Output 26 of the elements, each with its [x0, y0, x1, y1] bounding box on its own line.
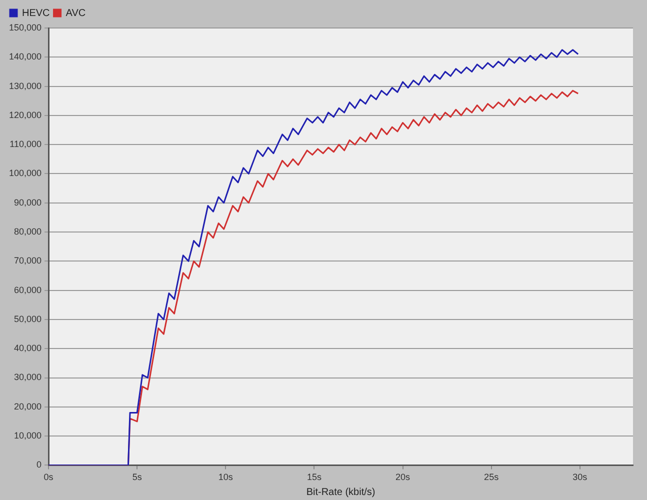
- y-tick-label: 40,000: [14, 343, 42, 354]
- y-tick-label: 10,000: [14, 430, 42, 441]
- x-tick-label: 5s: [132, 472, 142, 482]
- y-tick-label: 120,000: [8, 110, 42, 120]
- y-tick-label: 60,000: [14, 284, 42, 295]
- y-tick-label: 30,000: [14, 372, 42, 382]
- y-tick-label: 100,000: [8, 168, 42, 178]
- legend-label: AVC: [66, 8, 86, 19]
- legend-label: HEVC: [22, 8, 50, 19]
- x-tick-label: 30s: [572, 472, 588, 482]
- y-tick-label: 150,000: [8, 22, 42, 32]
- y-tick-label: 80,000: [14, 226, 42, 237]
- y-tick-label: 0: [36, 460, 42, 470]
- x-tick-label: 10s: [218, 472, 234, 482]
- y-tick-label: 90,000: [14, 197, 42, 208]
- y-tick-label: 70,000: [14, 256, 42, 266]
- y-tick-label: 130,000: [8, 80, 42, 91]
- x-tick-label: 25s: [484, 472, 500, 482]
- y-tick-label: 110,000: [10, 139, 42, 150]
- x-tick-label: 20s: [395, 472, 411, 482]
- y-tick-label: 50,000: [14, 314, 42, 324]
- x-tick-label: 15s: [306, 472, 322, 482]
- x-tick-label: 0s: [44, 472, 54, 482]
- x-axis-title: Bit-Rate (kbit/s): [306, 486, 376, 498]
- y-tick-label: 140,000: [8, 52, 42, 62]
- y-tick-label: 20,000: [14, 401, 42, 412]
